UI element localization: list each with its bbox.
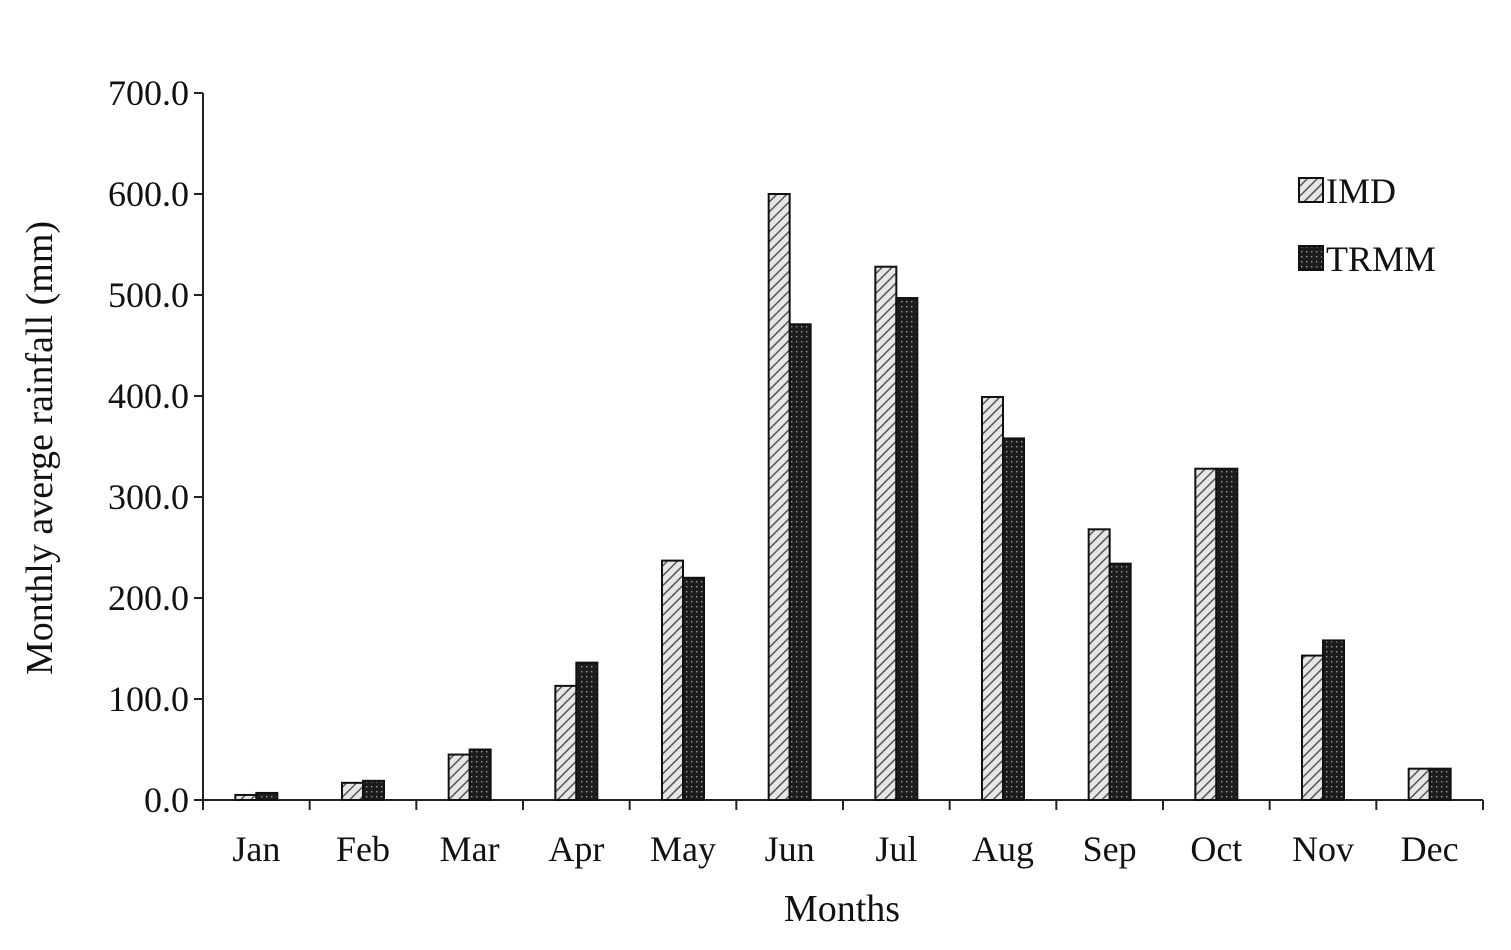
- bar-trmm-jun: [788, 323, 812, 801]
- bar-imd-apr: [554, 684, 578, 801]
- bar-imd-sep: [1087, 528, 1111, 801]
- legend-label-imd: IMD: [1326, 171, 1396, 211]
- y-axis: 0.0 100.0 200.0 300.0 400.0 500.0 600.0 700.0: [108, 73, 204, 820]
- x-tick-label: Jun: [765, 829, 815, 869]
- bar-trmm-feb: [362, 779, 385, 801]
- x-tick-label: Feb: [336, 829, 390, 869]
- bar-imd-may: [661, 559, 684, 801]
- y-tick-label: 300.0: [108, 477, 189, 517]
- bar-trmm-jul: [895, 297, 919, 801]
- legend-swatch-trmm: [1298, 245, 1324, 271]
- bar-imd-dec: [1407, 767, 1431, 802]
- bar-trmm-nov: [1322, 639, 1345, 801]
- bar-trmm-oct: [1215, 467, 1239, 801]
- bar-trmm-sep: [1108, 562, 1132, 801]
- bar-imd-jan: [234, 793, 258, 802]
- y-tick-label: 200.0: [108, 578, 189, 618]
- bar-imd-jun: [767, 193, 791, 801]
- y-axis-label: Monthly averge rainfall (mm): [19, 221, 61, 675]
- x-tick-label: Apr: [548, 829, 604, 869]
- bar-imd-jul: [874, 265, 898, 802]
- x-tick-label: Mar: [440, 829, 500, 869]
- x-tick-label: Aug: [972, 829, 1034, 869]
- y-tick-label: 100.0: [108, 679, 189, 719]
- bar-trmm-aug: [1002, 437, 1025, 801]
- bar-imd-mar: [447, 753, 471, 801]
- x-tick-label: Oct: [1190, 829, 1242, 869]
- bar-imd-nov: [1301, 654, 1324, 801]
- x-tick-label: Jul: [875, 829, 917, 869]
- bar-trmm-dec: [1428, 767, 1452, 802]
- bar-trmm-may: [682, 576, 705, 801]
- bar-imd-oct: [1194, 467, 1218, 801]
- y-tick-label: 0.0: [144, 780, 189, 820]
- x-axis: Jan Feb Mar Apr May Jun Jul Aug Sep Oct Nov Dec: [202, 799, 1484, 869]
- x-tick-label: Nov: [1292, 829, 1354, 869]
- y-tick-label: 400.0: [108, 376, 189, 416]
- bar-imd-aug: [981, 396, 1004, 801]
- bar-trmm-apr: [575, 661, 599, 802]
- x-axis-label: Months: [784, 888, 900, 930]
- bar-trmm-mar: [468, 748, 492, 801]
- legend: IMD TRMM: [1298, 171, 1436, 279]
- x-tick-label: Dec: [1401, 829, 1459, 869]
- bar-imd-feb: [341, 781, 364, 802]
- legend-label-trmm: TRMM: [1326, 239, 1436, 279]
- y-tick-label: 700.0: [108, 73, 189, 113]
- x-tick-label: Sep: [1083, 829, 1137, 869]
- x-tick-label: May: [650, 829, 716, 869]
- bar-trmm-jan: [255, 791, 279, 801]
- y-tick-label: 600.0: [108, 174, 189, 214]
- y-tick-label: 500.0: [108, 275, 189, 315]
- x-tick-label: Jan: [232, 829, 280, 869]
- bars: [234, 193, 1452, 802]
- legend-swatch-imd: [1298, 177, 1324, 203]
